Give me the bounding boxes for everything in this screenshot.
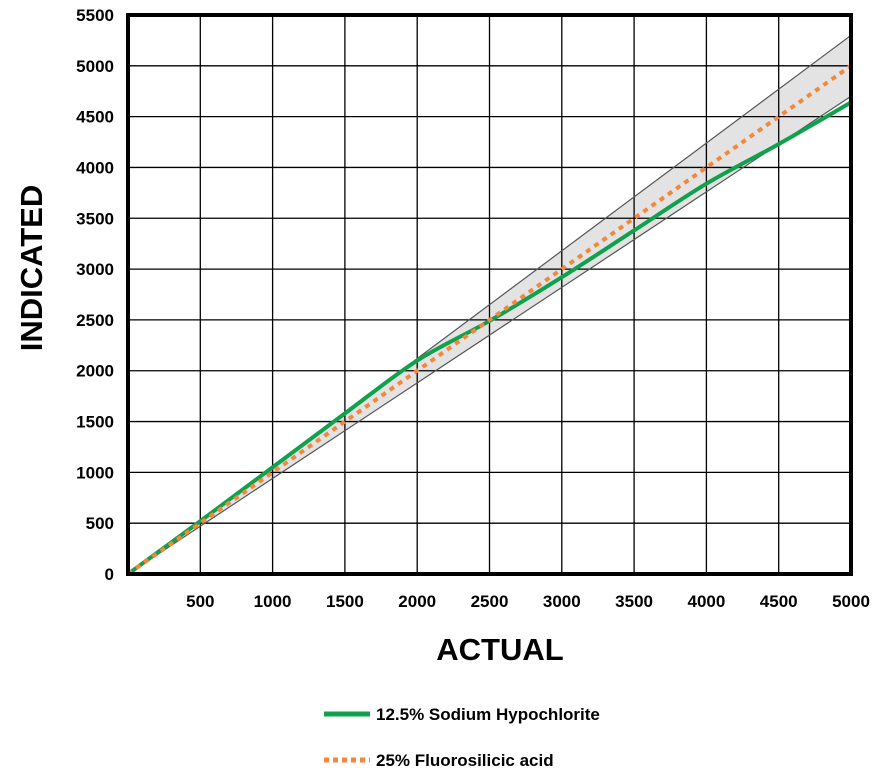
y-tick-label: 500 <box>86 514 114 533</box>
x-tick-label: 1500 <box>326 592 364 611</box>
x-tick-label: 500 <box>186 592 214 611</box>
y-tick-label: 5000 <box>76 57 114 76</box>
x-tick-label: 4500 <box>760 592 798 611</box>
x-tick-label: 2500 <box>471 592 509 611</box>
legend-item: 25% Fluorosilicic acid <box>324 751 554 770</box>
y-tick-label: 1000 <box>76 463 114 482</box>
x-tick-label: 4000 <box>687 592 725 611</box>
plot-frame <box>126 13 853 576</box>
y-axis-title: INDICATED <box>14 185 49 351</box>
y-tick-label: 2000 <box>76 362 114 381</box>
x-axis-title: ACTUAL <box>436 632 563 667</box>
legend-label: 12.5% Sodium Hypochlorite <box>376 705 600 724</box>
x-tick-label: 2000 <box>398 592 436 611</box>
y-tick-label: 5500 <box>76 6 114 25</box>
y-tick-label: 4500 <box>76 108 114 127</box>
band-lower-edge <box>127 95 852 575</box>
x-tick-labels: 500 1000 1500 2000 2500 3000 3500 4000 4500 5000 <box>186 592 870 611</box>
y-tick-label: 0 <box>105 565 114 584</box>
series-line-2 <box>126 64 853 576</box>
legend-item: 12.5% Sodium Hypochlorite <box>324 705 600 724</box>
legend: 12.5% Sodium Hypochlorite 25% Fluorosilic… <box>324 705 600 770</box>
legend-label: 25% Fluorosilicic acid <box>376 751 554 770</box>
y-tick-label: 4000 <box>76 158 114 177</box>
x-tick-label: 3000 <box>543 592 581 611</box>
x-tick-label: 3500 <box>615 592 653 611</box>
y-tick-labels: 0 500 1000 1500 2000 2500 3000 3500 4000 4500 5000… <box>76 6 114 584</box>
x-tick-label: 5000 <box>832 592 870 611</box>
y-tick-label: 3000 <box>76 260 114 279</box>
x-tick-label: 1000 <box>254 592 292 611</box>
y-tick-label: 3500 <box>76 209 114 228</box>
data-series <box>126 34 853 576</box>
y-tick-label: 2500 <box>76 311 114 330</box>
y-tick-label: 1500 <box>76 413 114 432</box>
